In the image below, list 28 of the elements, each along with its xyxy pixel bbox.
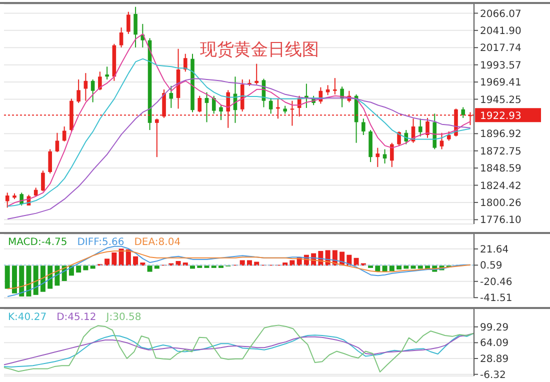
- y-tick-label: 1993.57: [480, 60, 522, 72]
- series-label: MACD:-4.75: [8, 237, 68, 248]
- y-tick-label: 64.09: [480, 338, 509, 350]
- y-tick-label: 1824.42: [480, 180, 522, 192]
- ref-line-label: 1922.93: [480, 111, 522, 122]
- y-tick-label: 99.29: [480, 322, 509, 334]
- y-tick-label: 2041.90: [480, 26, 522, 37]
- y-tick-label: 28.89: [480, 354, 509, 366]
- y-tick-label: 1896.92: [480, 129, 522, 140]
- text: 现货黄金日线图: [200, 39, 319, 61]
- y-tick-label: -20.46: [480, 276, 512, 288]
- text: K:40.27: [8, 312, 47, 323]
- y-tick-label: 1848.59: [480, 164, 522, 175]
- series-label: DIFF:5.66: [77, 237, 124, 248]
- y-tick-label: 1945.25: [480, 94, 522, 106]
- y-tick-label: 1969.41: [480, 78, 522, 89]
- y-tick-label: 1872.75: [480, 146, 522, 158]
- y-tick-label: 1800.26: [480, 198, 522, 210]
- y-tick-label: 0.59: [480, 260, 502, 272]
- y-tick-label: -6.32: [480, 370, 506, 381]
- y-tick-label: -41.51: [480, 293, 512, 304]
- y-tick-label: 1776.10: [480, 215, 522, 226]
- y-tick-label: 21.64: [480, 244, 509, 256]
- series-label: D:45.12: [56, 312, 96, 323]
- series-label: DEA:8.04: [134, 237, 181, 248]
- series-label: J:30.58: [106, 312, 142, 323]
- y-tick-label: 2017.74: [480, 43, 522, 54]
- y-tick-label: 2066.07: [480, 8, 522, 20]
